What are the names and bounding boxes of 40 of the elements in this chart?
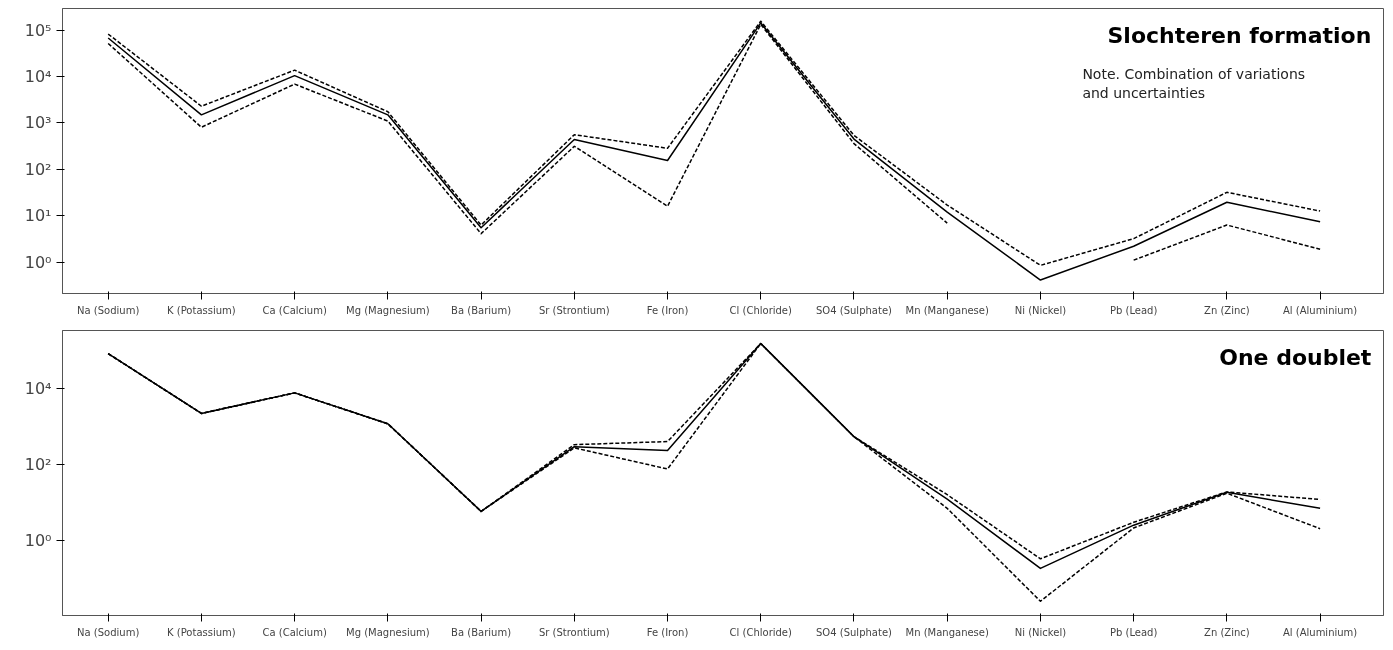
x-tick-label: Mg (Magnesium) [346, 304, 430, 316]
x-tick-label: Ni (Nickel) [1014, 304, 1067, 316]
x-tick-label: Ni (Nickel) [1014, 626, 1067, 638]
x-tick-label: Al (Aluminium) [1282, 626, 1358, 638]
x-tick-label: Mg (Magnesium) [346, 626, 430, 638]
y-tick-label: 10⁵ [24, 20, 52, 40]
x-tick-label: K (Potassium) [167, 626, 236, 638]
x-tick-label: Ca (Calcium) [262, 304, 327, 316]
x-tick-label: Fe (Iron) [646, 304, 689, 316]
x-tick-label: Pb (Lead) [1109, 626, 1158, 638]
x-tick-label: Zn (Zinc) [1204, 304, 1250, 316]
x-tick-label: Ba (Barium) [451, 626, 512, 638]
x-tick-label: Sr (Strontium) [538, 304, 610, 316]
text: One doublet [1219, 344, 1372, 370]
x-tick-label: SO4 (Sulphate) [816, 626, 893, 638]
x-tick-label: Na (Sodium) [77, 304, 140, 316]
x-tick-label: SO4 (Sulphate) [816, 304, 893, 316]
x-tick-label: Fe (Iron) [646, 626, 689, 638]
y-tick-label: 10⁴ [24, 67, 52, 87]
y-tick-label: 10² [24, 455, 52, 475]
x-tick-label: Mn (Manganese) [905, 304, 989, 316]
y-tick-label: 10¹ [24, 206, 52, 226]
x-tick-label: Ca (Calcium) [262, 626, 327, 638]
x-tick-label: Cl (Chloride) [729, 304, 793, 316]
y-tick-label: 10² [24, 159, 52, 179]
x-tick-label: Al (Aluminium) [1282, 304, 1358, 316]
y-tick-label: 10⁰ [24, 531, 52, 551]
text: Slochteren formation [1107, 22, 1372, 48]
x-tick-label: Mn (Manganese) [905, 626, 989, 638]
y-tick-label: 10⁴ [24, 379, 52, 399]
x-tick-label: Sr (Strontium) [538, 626, 610, 638]
annotation: Note. Combination of variations and uncertainties [1082, 65, 1306, 101]
y-tick-label: 10³ [24, 113, 52, 133]
x-tick-label: Ba (Barium) [451, 304, 512, 316]
x-tick-label: K (Potassium) [167, 304, 236, 316]
y-tick-label: 10⁰ [24, 252, 52, 272]
x-tick-label: Zn (Zinc) [1204, 626, 1250, 638]
x-tick-label: Cl (Chloride) [729, 626, 793, 638]
x-tick-label: Na (Sodium) [77, 626, 140, 638]
x-tick-label: Pb (Lead) [1109, 304, 1158, 316]
